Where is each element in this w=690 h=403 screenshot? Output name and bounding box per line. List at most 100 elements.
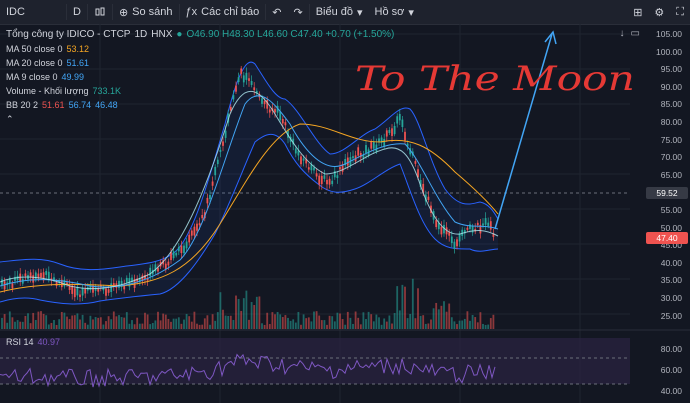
candle-body	[42, 272, 45, 281]
gear-icon: ⚙	[654, 6, 665, 19]
volume-bar	[112, 311, 115, 329]
candle-body	[29, 272, 32, 278]
divider	[308, 4, 310, 20]
volume-bar	[362, 312, 365, 329]
candle-body	[242, 75, 245, 83]
volume-bar	[190, 321, 193, 329]
volume-bar	[276, 311, 279, 329]
candle-body	[92, 285, 94, 293]
candle-body	[196, 223, 198, 231]
arrow-line	[494, 33, 553, 230]
candle-body	[378, 138, 380, 142]
price-axis[interactable]: 105.00 100.00 95.00 90.00 85.00 80.00 75.00 70.…	[630, 24, 690, 403]
volume-bar	[489, 318, 492, 329]
candle-body	[177, 247, 180, 252]
volume-bar	[300, 324, 302, 329]
candle-body	[471, 226, 474, 233]
volume-bar	[86, 324, 89, 329]
volume-bar	[42, 313, 45, 329]
legend-collapse[interactable]: ⌃	[6, 112, 394, 126]
volume-bar	[448, 303, 451, 329]
volume-bar	[245, 290, 248, 329]
volume-bar	[203, 318, 206, 329]
chevron-up-icon: ⌃	[6, 114, 14, 124]
candle-body	[261, 98, 263, 104]
volume-bar	[414, 318, 417, 329]
volume-bar	[97, 317, 100, 329]
candle-body	[375, 144, 378, 152]
candle-body	[492, 233, 495, 237]
candle-body	[346, 157, 349, 166]
volume-value: 733.1K	[92, 86, 121, 96]
candle-body	[102, 287, 105, 291]
symbol-name: Tổng công ty IDICO - CTCP	[6, 29, 131, 40]
volume-bar	[193, 311, 196, 329]
volume-bar	[53, 320, 55, 329]
candle-body	[310, 164, 313, 171]
candle-body	[263, 100, 266, 105]
volume-bar	[318, 315, 321, 329]
rsi-legend[interactable]: RSI 14 40.97	[6, 337, 60, 347]
legend-bb[interactable]: BB 20 2 51.61 56.74 46.48	[6, 98, 394, 112]
legend-ma50[interactable]: MA 50 close 0 53.12	[6, 42, 394, 56]
legend-title-row: Tổng công ty IDICO - CTCP 1D HNX ● O46.9…	[6, 28, 394, 42]
candle-body	[201, 214, 204, 219]
volume-bar	[297, 311, 300, 329]
template-menu[interactable]: Hồ sơ ▾	[369, 0, 420, 24]
legend-volume[interactable]: Volume - Khối lượng 733.1K	[6, 84, 394, 98]
chart-type-menu[interactable]: Biểu đồ ▾	[310, 0, 369, 24]
candle-body	[333, 171, 336, 178]
candle-body	[487, 222, 490, 226]
symbol-search[interactable]: IDC	[0, 0, 66, 24]
candle-body	[255, 90, 258, 94]
layout-button[interactable]: ⊞	[627, 0, 648, 24]
volume-bar	[253, 305, 256, 329]
interval-button[interactable]: D	[67, 0, 87, 24]
volume-bar	[456, 324, 458, 329]
legend-ma20[interactable]: MA 20 close 0 51.61	[6, 56, 394, 70]
candle-body	[479, 224, 482, 234]
indicators-button[interactable]: ƒx Các chỉ báo	[180, 0, 266, 24]
volume-bar	[185, 313, 188, 329]
volume-bar	[385, 321, 388, 329]
settings-button[interactable]: ⚙	[648, 0, 670, 24]
volume-bar	[63, 312, 66, 329]
redo-button[interactable]: ↷	[287, 0, 308, 24]
candle-body	[144, 275, 146, 280]
fullscreen-icon: ⛶	[676, 5, 684, 18]
candle-body	[245, 72, 248, 80]
volume-bar	[177, 317, 180, 329]
candle-body	[398, 113, 401, 121]
undo-button[interactable]: ↶	[266, 0, 287, 24]
candle-body	[32, 275, 35, 283]
candle-body	[339, 167, 341, 170]
volume-bar	[105, 321, 107, 329]
volume-bar	[120, 317, 123, 329]
volume-bar	[175, 318, 178, 329]
candle-body	[175, 252, 178, 256]
candle-body	[448, 232, 451, 236]
volume-bar	[396, 286, 399, 329]
ohlc-values: O46.90 H48.30 L46.60 C47.40 +0.70 (+1.50…	[186, 29, 395, 40]
candle-body	[110, 283, 113, 292]
volume-bar	[6, 322, 9, 329]
price-chart[interactable]: To The Moon	[0, 24, 690, 403]
volume-bar	[346, 311, 349, 329]
volume-bar	[107, 316, 110, 329]
volume-bar	[102, 324, 105, 329]
chart-style-button[interactable]	[88, 0, 112, 24]
candle-body	[235, 85, 237, 92]
volume-bar	[266, 312, 269, 329]
compare-button[interactable]: ⊕ So sánh	[113, 0, 179, 24]
volume-bar	[474, 317, 477, 329]
candle-body	[469, 224, 471, 229]
fullscreen-button[interactable]: ⛶	[670, 0, 690, 24]
arrow-down-icon[interactable]: ↓	[619, 28, 625, 39]
legend-ma9[interactable]: MA 9 close 0 49.99	[6, 70, 394, 84]
volume-bar	[302, 314, 305, 329]
volume-bar	[222, 309, 224, 329]
volume-bar	[149, 324, 152, 329]
maximize-icon[interactable]: ▭	[630, 28, 640, 39]
candle-body	[357, 147, 360, 156]
candle-body	[323, 175, 326, 179]
